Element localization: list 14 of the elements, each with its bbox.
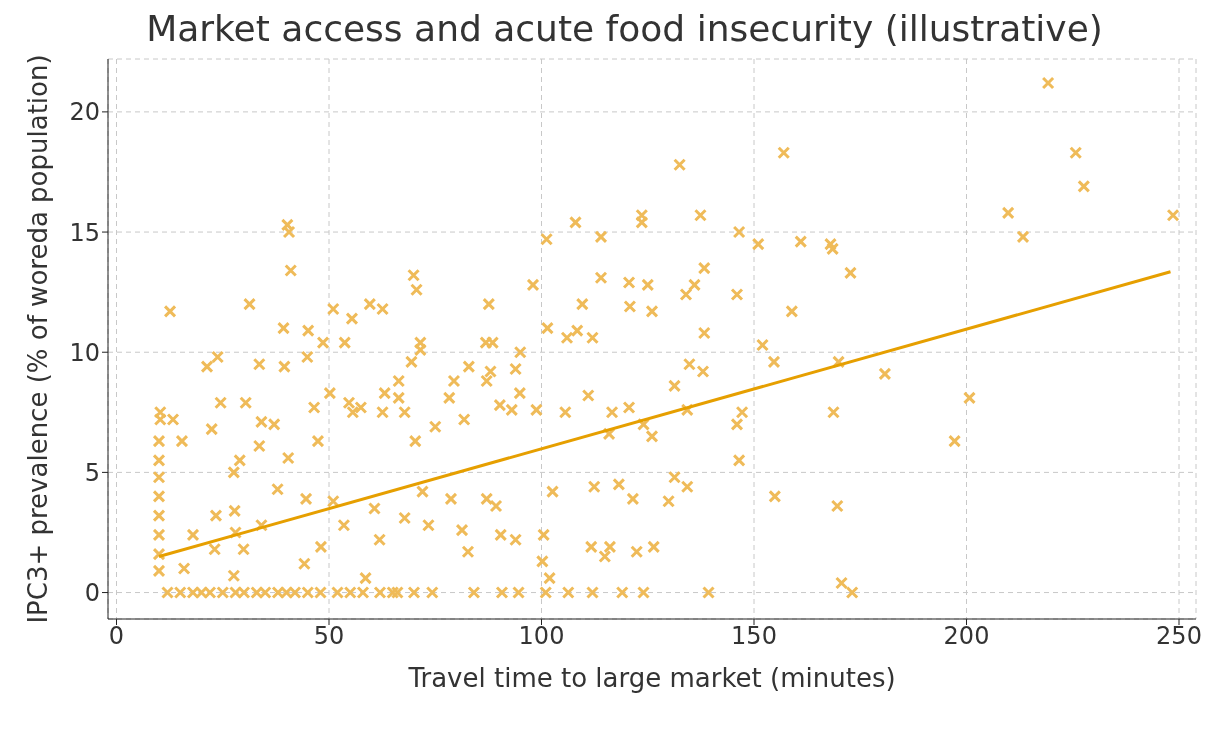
x-tick-label: 100 xyxy=(518,622,565,651)
x-tick-label: 250 xyxy=(1156,622,1202,651)
y-tick-label: 10 xyxy=(69,338,100,367)
x-axis-title: Travel time to large market (minutes) xyxy=(407,663,896,694)
y-axis-title: IPC3+ prevalence (% of woreda population) xyxy=(23,54,54,624)
y-tick-label: 15 xyxy=(69,218,100,247)
y-tick-label: 5 xyxy=(84,458,100,487)
y-tick-label: 0 xyxy=(84,579,100,608)
x-tick-label: 50 xyxy=(313,622,345,651)
y-tick-label: 20 xyxy=(69,98,100,127)
x-tick-label: 150 xyxy=(731,622,777,651)
chart-title: Market access and acute food insecurity (illustrative) xyxy=(145,8,1104,49)
x-tick-label: 0 xyxy=(108,622,125,651)
x-tick-label: 200 xyxy=(943,622,990,651)
